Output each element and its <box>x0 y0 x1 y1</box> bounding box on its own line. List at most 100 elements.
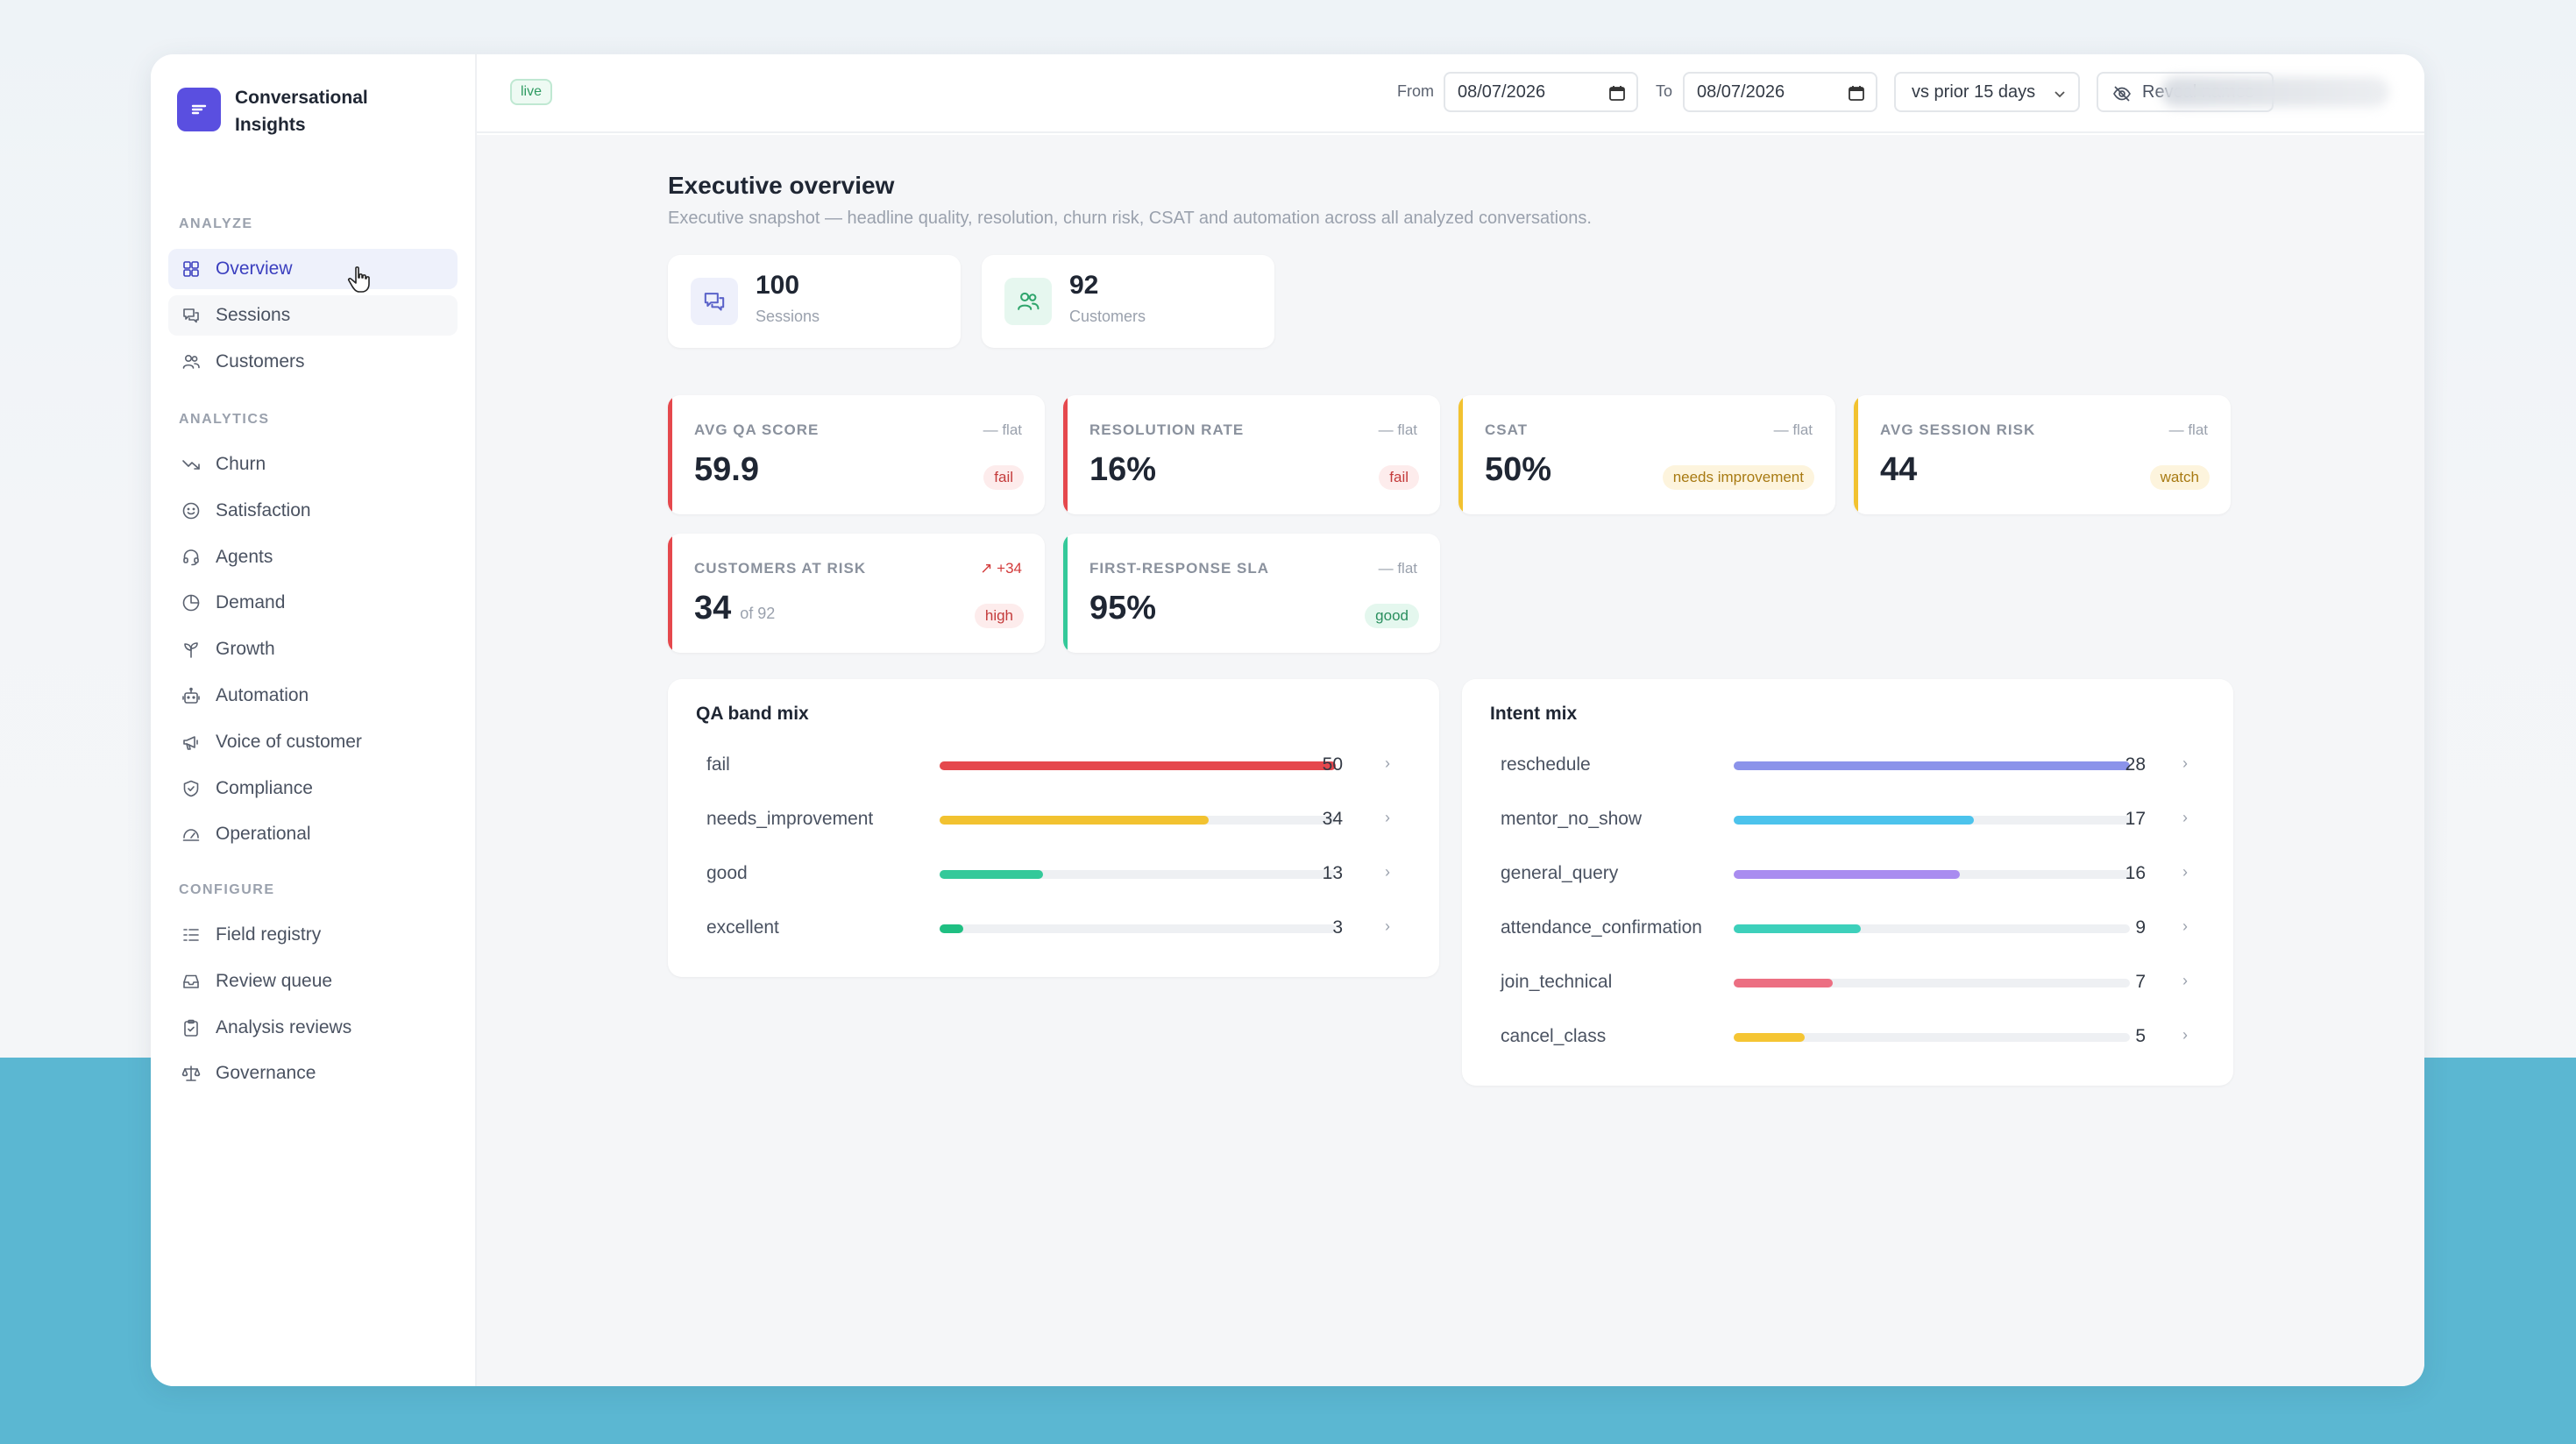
sidebar-item-operational[interactable]: Operational <box>168 814 458 854</box>
kpi-value: 34 <box>694 590 732 626</box>
bar-row-attendance-confirmation[interactable]: attendance_confirmation 9 › <box>1462 910 2233 945</box>
bar-track <box>1734 979 2130 987</box>
chevron-right-icon[interactable]: › <box>1385 754 1390 772</box>
brand[interactable]: Conversational Insights <box>177 84 401 138</box>
kpi-value-wrap: 59.9 <box>694 451 759 489</box>
kpi-status-badge: fail <box>1379 465 1419 490</box>
grid-icon <box>181 258 202 280</box>
page-title: Executive overview <box>668 172 895 199</box>
bar-row-good[interactable]: good 13 › <box>668 856 1439 891</box>
chevron-right-icon[interactable]: › <box>1385 863 1390 881</box>
section-label-analyze: ANALYZE <box>179 216 253 231</box>
bar-label: excellent <box>706 917 779 938</box>
bar-row-fail[interactable]: fail 50 › <box>668 747 1439 782</box>
bar-row-cancel-class[interactable]: cancel_class 5 › <box>1462 1019 2233 1054</box>
sidebar-item-compliance[interactable]: Compliance <box>168 768 458 809</box>
trend-down-icon <box>181 454 202 475</box>
sidebar-item-review-queue[interactable]: Review queue <box>168 961 458 1002</box>
bar-label: join_technical <box>1501 972 1613 992</box>
stat-label: Sessions <box>756 308 820 325</box>
bar-track <box>1734 816 2130 825</box>
kpi-card-csat[interactable]: CSAT — flat 50% needs improvement <box>1458 395 1835 514</box>
bar-track <box>940 761 1336 770</box>
bar-fill <box>1734 924 1862 933</box>
qa-band-mix-panel: QA band mix fail 50 › needs_improvement 34 › g… <box>668 679 1439 977</box>
sidebar-item-label: Agents <box>216 546 273 567</box>
list-icon <box>181 924 202 945</box>
sidebar: Conversational Insights ANALYZE Overview S… <box>151 54 477 1386</box>
bar-row-general-query[interactable]: general_query 16 › <box>1462 856 2233 891</box>
bar-row-reschedule[interactable]: reschedule 28 › <box>1462 747 2233 782</box>
stat-card-customers[interactable]: 92 Customers <box>982 255 1274 348</box>
sidebar-item-analysis-reviews[interactable]: Analysis reviews <box>168 1008 458 1048</box>
users-icon <box>1004 278 1052 325</box>
kpi-card-avg-qa-score[interactable]: AVG QA SCORE — flat 59.9 fail <box>668 395 1045 514</box>
sidebar-item-demand[interactable]: Demand <box>168 583 458 623</box>
chevron-right-icon[interactable]: › <box>2182 1026 2188 1044</box>
sidebar-item-satisfaction[interactable]: Satisfaction <box>168 491 458 531</box>
shield-icon <box>181 778 202 799</box>
section-label-configure: CONFIGURE <box>179 882 275 897</box>
chevron-right-icon[interactable]: › <box>2182 809 2188 826</box>
sidebar-item-churn[interactable]: Churn <box>168 444 458 485</box>
calendar-icon[interactable] <box>1848 84 1865 102</box>
kpi-card-customers-at-risk[interactable]: CUSTOMERS AT RISK ↗ +34 34 of 92 high <box>668 534 1045 653</box>
bar-track <box>940 924 1336 933</box>
chevron-right-icon[interactable]: › <box>2182 917 2188 935</box>
sidebar-item-label: Satisfaction <box>216 499 311 520</box>
bar-track <box>1734 924 2130 933</box>
bar-count: 7 <box>2135 972 2146 992</box>
bar-row-excellent[interactable]: excellent 3 › <box>668 910 1439 945</box>
chevron-right-icon[interactable]: › <box>2182 972 2188 989</box>
kpi-card-resolution-rate[interactable]: RESOLUTION RATE — flat 16% fail <box>1063 395 1440 514</box>
bar-track <box>940 816 1336 825</box>
user-menu[interactable] <box>2161 77 2389 107</box>
sidebar-item-growth[interactable]: Growth <box>168 629 458 669</box>
bar-count: 17 <box>2125 809 2146 829</box>
sidebar-item-customers[interactable]: Customers <box>168 342 458 382</box>
bar-row-mentor-no-show[interactable]: mentor_no_show 17 › <box>1462 802 2233 837</box>
bar-count: 9 <box>2135 917 2146 938</box>
sidebar-item-voice-of-customer[interactable]: Voice of customer <box>168 722 458 762</box>
chevron-right-icon[interactable]: › <box>2182 754 2188 772</box>
kpi-value-wrap: 16% <box>1089 451 1156 489</box>
sidebar-item-sessions[interactable]: Sessions <box>168 294 458 336</box>
kpi-title: AVG SESSION RISK <box>1880 421 2036 438</box>
kpi-card-avg-session-risk[interactable]: AVG SESSION RISK — flat 44 watch <box>1854 395 2231 514</box>
sidebar-item-automation[interactable]: Automation <box>168 676 458 716</box>
chevron-right-icon[interactable]: › <box>2182 863 2188 881</box>
kpi-accent <box>1063 395 1068 514</box>
calendar-icon[interactable] <box>1608 84 1626 102</box>
to-date-input[interactable]: 08/07/2026 <box>1683 72 1877 112</box>
brand-name: Conversational Insights <box>235 88 368 135</box>
chevron-right-icon[interactable]: › <box>1385 809 1390 826</box>
stat-card-sessions[interactable]: 100 Sessions <box>668 255 961 348</box>
bar-label: mentor_no_show <box>1501 809 1643 829</box>
gauge-icon <box>181 824 202 845</box>
kpi-status-badge: needs improvement <box>1662 465 1814 490</box>
sidebar-item-overview[interactable]: Overview <box>168 249 458 289</box>
kpi-accent <box>1063 534 1068 653</box>
sidebar-item-governance[interactable]: Governance <box>168 1053 458 1094</box>
smile-icon <box>181 500 202 521</box>
kpi-card-first-response-sla[interactable]: FIRST-RESPONSE SLA — flat 95% good <box>1063 534 1440 653</box>
stat-label: Customers <box>1069 308 1146 325</box>
kpi-trend: — flat <box>983 421 1022 438</box>
bar-fill <box>1734 816 1975 825</box>
sidebar-item-label: Voice of customer <box>216 731 362 752</box>
bar-row-needs-improvement[interactable]: needs_improvement 34 › <box>668 802 1439 837</box>
bar-fill <box>940 816 1210 825</box>
sidebar-item-agents[interactable]: Agents <box>168 537 458 577</box>
bar-fill <box>1734 761 2130 770</box>
headset-icon <box>181 547 202 568</box>
chevron-right-icon[interactable]: › <box>1385 917 1390 935</box>
kpi-value-wrap: 95% <box>1089 590 1156 627</box>
compare-period-select[interactable]: vs prior 15 days <box>1894 72 2080 112</box>
bar-fill <box>940 761 1336 770</box>
kpi-of: of 92 <box>740 605 776 622</box>
from-label: From <box>1397 82 1434 100</box>
sidebar-item-field-registry[interactable]: Field registry <box>168 915 458 955</box>
bar-row-join-technical[interactable]: join_technical 7 › <box>1462 965 2233 1000</box>
to-date-value: 08/07/2026 <box>1697 81 1785 102</box>
from-date-input[interactable]: 08/07/2026 <box>1444 72 1638 112</box>
